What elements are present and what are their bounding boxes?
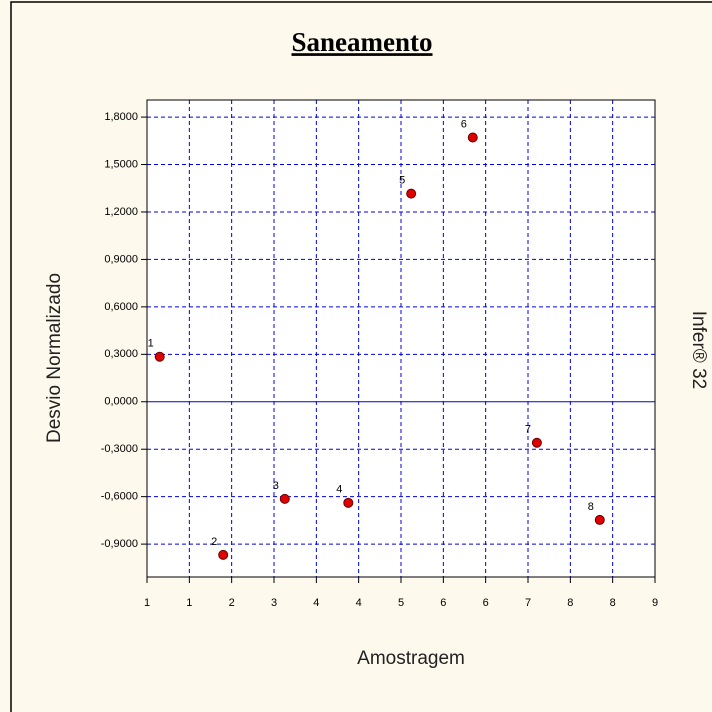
x-axis-title: Amostragem: [357, 648, 465, 669]
x-tick-label: 6: [440, 597, 446, 609]
plot-border: [146, 99, 656, 578]
point-label: 2: [211, 536, 217, 548]
x-tick-label: 9: [652, 597, 658, 609]
y-tick-label: 0,0000: [104, 396, 138, 408]
y-tick-label: 0,6000: [104, 301, 138, 313]
point: [594, 514, 605, 525]
x-tick-label: 8: [567, 597, 573, 609]
x-tick-label: 1: [186, 597, 192, 609]
y-tick-label: 0,3000: [104, 348, 138, 360]
point-label: 7: [525, 424, 531, 436]
y-tick-label: -0,3000: [101, 443, 138, 455]
point: [531, 437, 542, 448]
point: [343, 497, 354, 508]
y-tick-label: 1,8000: [104, 111, 138, 123]
x-tick-label: 4: [356, 597, 362, 609]
point-label: 1: [148, 338, 154, 350]
point-label: 8: [588, 501, 594, 513]
x-tick-label: 4: [313, 597, 319, 609]
y-tick-label: 1,2000: [104, 206, 138, 218]
point: [154, 351, 165, 362]
x-tick-label: 2: [229, 597, 235, 609]
chart-title: Saneamento: [292, 27, 433, 57]
y-tick-label: 1,5000: [104, 158, 138, 170]
point: [279, 493, 290, 504]
point-label: 4: [336, 484, 342, 496]
x-tick-label: 3: [271, 597, 277, 609]
x-tick-label: 8: [610, 597, 616, 609]
point-label: 6: [461, 118, 467, 130]
x-tick-label: 7: [525, 597, 531, 609]
y-axis-title: Desvio Normalizado: [44, 273, 65, 443]
y-tick-label: -0,9000: [101, 538, 138, 550]
x-tick-label: 5: [398, 597, 404, 609]
y-tick-label: 0,9000: [104, 253, 138, 265]
point: [467, 132, 478, 143]
watermark: Infer® 32: [688, 311, 709, 389]
x-tick-label: 1: [144, 597, 150, 609]
point-label: 5: [399, 175, 405, 187]
point: [406, 188, 417, 199]
point-label: 3: [273, 480, 279, 492]
point: [218, 549, 229, 560]
x-tick-label: 6: [483, 597, 489, 609]
y-tick-label: -0,6000: [101, 491, 138, 503]
